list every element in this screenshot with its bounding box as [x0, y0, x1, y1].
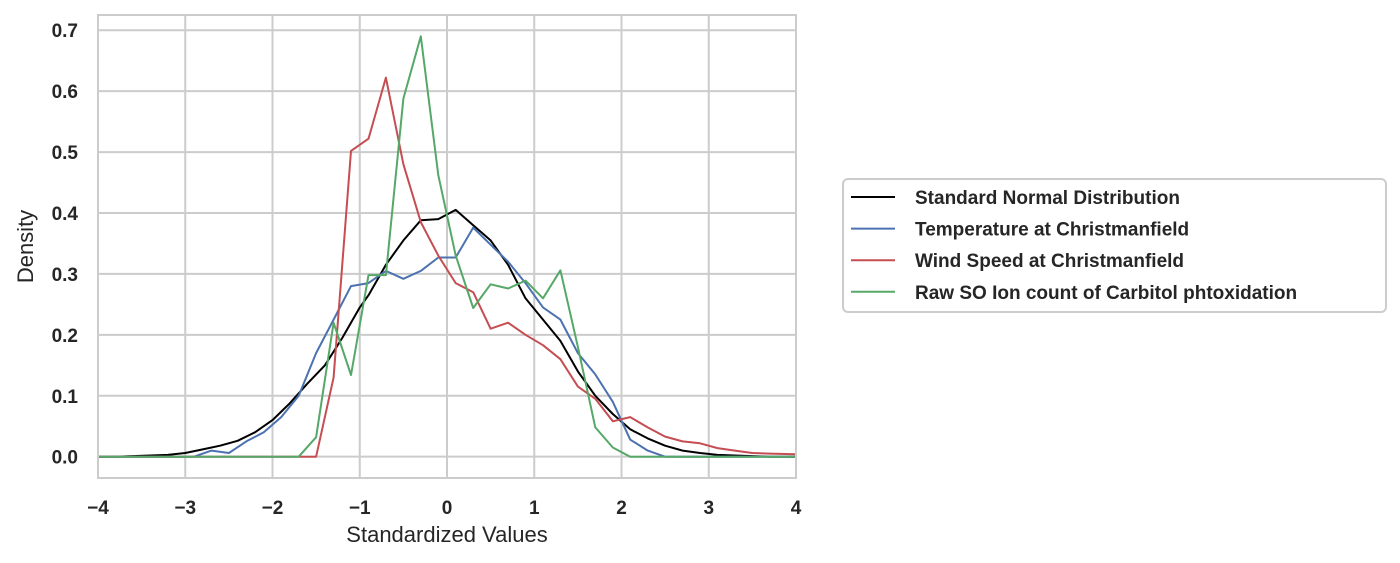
legend-label: Raw SO Ion count of Carbitol phtoxidatio… [915, 283, 1297, 304]
legend-label: Wind Speed at Christmanfield [915, 251, 1184, 272]
x-tick-label: 0 [442, 498, 453, 519]
y-tick-label: 0.2 [52, 326, 78, 347]
legend: Standard Normal Distribution Temperature … [842, 178, 1387, 313]
legend-box [842, 178, 1387, 313]
plot-frame [97, 14, 797, 479]
x-tick-label: 1 [529, 498, 540, 519]
y-tick-label: 0.0 [52, 448, 78, 469]
series-line-2 [98, 226, 796, 458]
x-axis-label: Standardized Values [346, 522, 547, 547]
y-tick-label: 0.1 [52, 387, 79, 408]
x-tick-label: −4 [87, 498, 109, 519]
y-tick-label: 0.4 [52, 204, 79, 225]
x-tick-label: 2 [616, 498, 627, 519]
series-lines [98, 35, 797, 458]
y-axis-label: Density [13, 210, 38, 283]
x-tick-label: 4 [791, 498, 802, 519]
x-tick-label: −3 [174, 498, 196, 519]
y-tick-label: 0.3 [52, 265, 78, 286]
grid [97, 15, 797, 478]
series-line-4 [98, 35, 796, 458]
tick-labels: −4 −3 −2 −1 0 1 2 3 4 0.0 0.1 0.2 0.3 0.4 0.5 0.6 0.7 [52, 21, 802, 519]
y-tick-label: 0.7 [52, 21, 78, 42]
series-line-3 [98, 76, 797, 458]
y-tick-label: 0.6 [52, 82, 78, 103]
x-tick-label: 3 [703, 498, 714, 519]
x-tick-label: −1 [349, 498, 371, 519]
series-line-1 [98, 208, 796, 458]
legend-label: Temperature at Christmanfield [915, 220, 1189, 241]
legend-label: Standard Normal Distribution [915, 188, 1180, 209]
x-tick-label: −2 [262, 498, 284, 519]
y-tick-label: 0.5 [52, 143, 79, 164]
